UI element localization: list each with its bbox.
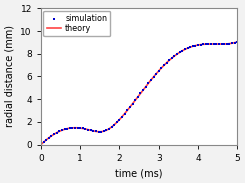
simulation [183,48,187,51]
simulation [115,121,119,124]
simulation [204,43,208,46]
simulation [131,102,135,105]
simulation [220,43,223,46]
simulation [233,41,237,44]
simulation [170,57,174,59]
theory [236,41,239,43]
simulation [125,109,129,112]
Legend: simulation, theory: simulation, theory [43,11,110,36]
simulation [102,130,106,133]
simulation [118,118,122,121]
simulation [185,47,189,50]
theory [196,44,199,46]
simulation [107,127,111,130]
simulation [47,136,51,139]
simulation [230,42,234,45]
simulation [225,42,229,45]
simulation [212,43,216,46]
simulation [49,135,53,137]
simulation [136,96,140,98]
simulation [84,128,87,130]
simulation [235,40,239,43]
simulation [165,61,169,64]
simulation [52,133,56,136]
theory [39,143,42,146]
simulation [214,43,218,46]
simulation [196,44,200,46]
theory [119,117,122,120]
simulation [120,115,124,118]
simulation [149,79,153,82]
simulation [42,141,46,144]
simulation [209,42,213,45]
simulation [60,129,64,132]
simulation [141,89,145,92]
simulation [178,51,182,54]
X-axis label: time (ms): time (ms) [115,168,163,178]
simulation [167,59,171,62]
simulation [128,106,132,109]
simulation [89,129,93,132]
theory [174,54,177,56]
theory [193,45,196,47]
simulation [188,46,192,49]
simulation [62,128,66,131]
simulation [159,67,163,70]
simulation [144,85,147,88]
theory [126,109,129,111]
simulation [44,139,48,141]
simulation [73,126,77,129]
simulation [112,123,116,126]
simulation [227,42,231,45]
simulation [97,130,100,133]
simulation [94,130,98,133]
simulation [222,43,226,46]
simulation [110,126,114,128]
simulation [76,126,80,129]
simulation [201,43,205,46]
simulation [104,129,108,132]
simulation [81,127,85,130]
simulation [217,43,221,46]
Y-axis label: radial distance (mm): radial distance (mm) [5,25,15,127]
simulation [86,128,90,131]
simulation [157,69,161,72]
Line: theory: theory [41,42,237,145]
simulation [99,130,103,133]
simulation [191,45,195,48]
simulation [91,129,95,132]
simulation [154,72,158,75]
simulation [162,64,166,67]
simulation [180,49,184,52]
simulation [199,43,203,46]
simulation [138,92,142,95]
simulation [65,127,69,130]
simulation [78,127,82,130]
simulation [152,75,156,78]
simulation [172,55,176,57]
simulation [146,82,150,85]
simulation [193,44,197,47]
simulation [175,53,179,56]
theory [60,130,62,132]
simulation [55,131,59,134]
simulation [123,112,127,115]
simulation [70,126,74,129]
simulation [68,127,72,130]
simulation [57,130,61,133]
simulation [133,99,137,102]
simulation [207,43,210,46]
